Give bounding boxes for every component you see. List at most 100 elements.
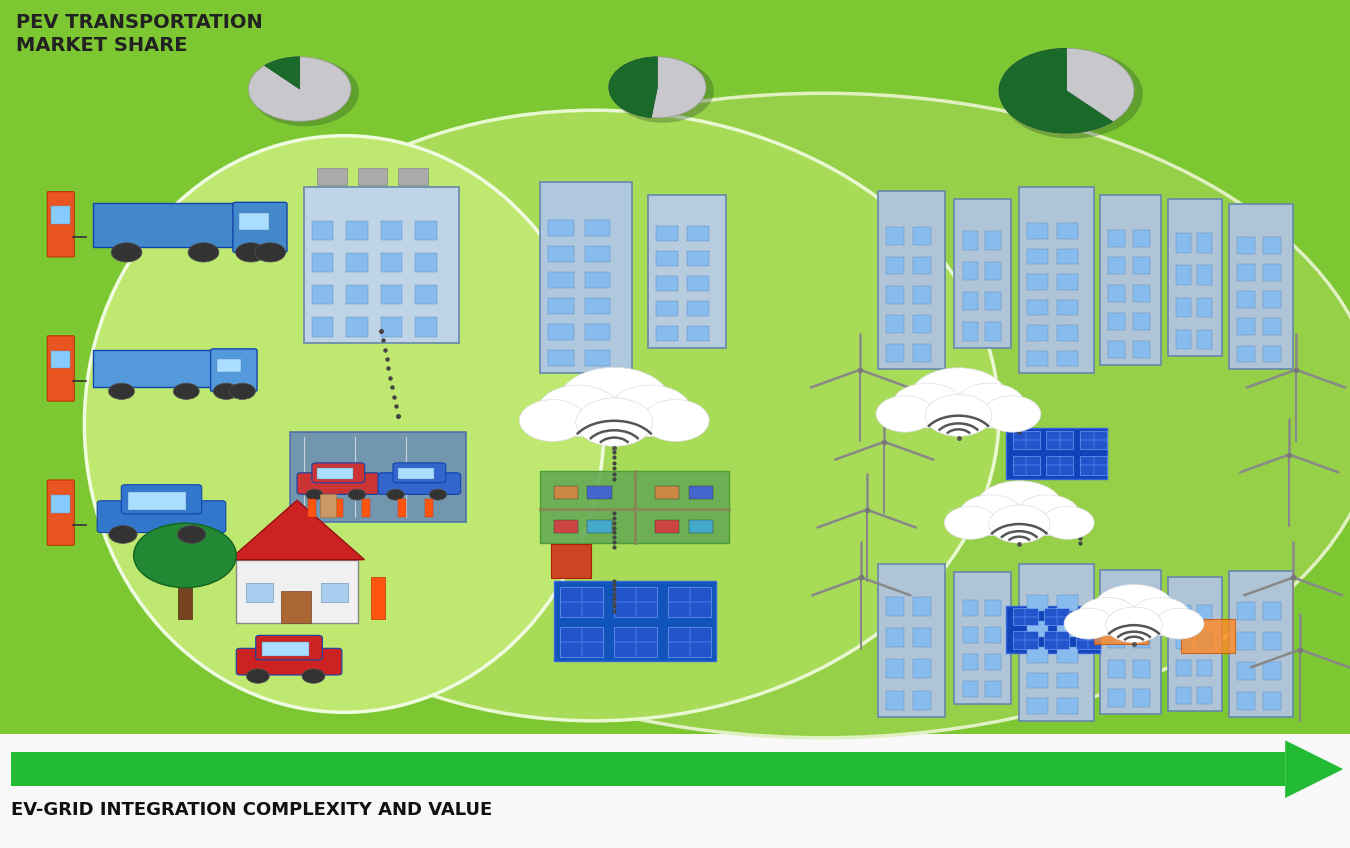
FancyBboxPatch shape [239,214,269,230]
Polygon shape [230,500,364,560]
Circle shape [188,243,219,262]
FancyBboxPatch shape [656,276,678,291]
FancyBboxPatch shape [358,168,387,185]
Circle shape [302,669,325,683]
FancyBboxPatch shape [1100,570,1161,714]
FancyBboxPatch shape [1133,313,1149,330]
FancyBboxPatch shape [425,499,433,517]
FancyBboxPatch shape [687,250,709,265]
Circle shape [958,495,1023,536]
FancyBboxPatch shape [347,253,369,272]
FancyBboxPatch shape [913,286,931,304]
FancyBboxPatch shape [656,226,678,241]
FancyBboxPatch shape [1057,351,1077,366]
FancyBboxPatch shape [614,587,657,617]
FancyBboxPatch shape [587,520,612,533]
FancyBboxPatch shape [1197,298,1212,317]
FancyBboxPatch shape [963,261,979,280]
FancyBboxPatch shape [1262,346,1281,362]
FancyBboxPatch shape [398,468,435,479]
FancyBboxPatch shape [560,628,603,657]
FancyBboxPatch shape [963,681,979,697]
Circle shape [255,243,286,262]
FancyBboxPatch shape [0,734,1350,848]
Circle shape [247,669,270,683]
FancyBboxPatch shape [688,520,713,533]
FancyBboxPatch shape [312,253,333,272]
FancyBboxPatch shape [1108,660,1125,678]
FancyBboxPatch shape [416,220,437,240]
FancyBboxPatch shape [128,492,185,510]
FancyBboxPatch shape [668,587,711,617]
Wedge shape [999,48,1112,133]
FancyBboxPatch shape [1108,689,1125,707]
Circle shape [910,368,1007,429]
Circle shape [944,506,996,539]
Circle shape [643,399,709,442]
FancyBboxPatch shape [393,463,446,483]
FancyBboxPatch shape [1262,661,1281,680]
FancyBboxPatch shape [381,220,402,240]
FancyBboxPatch shape [1108,600,1125,618]
FancyBboxPatch shape [1133,689,1149,707]
FancyBboxPatch shape [1057,300,1077,315]
FancyBboxPatch shape [1044,608,1069,626]
FancyBboxPatch shape [687,326,709,341]
FancyBboxPatch shape [1108,313,1125,330]
Circle shape [983,396,1041,432]
FancyBboxPatch shape [551,544,591,578]
Circle shape [109,526,138,544]
FancyBboxPatch shape [954,199,1011,348]
FancyBboxPatch shape [312,463,365,483]
FancyBboxPatch shape [913,628,931,647]
FancyBboxPatch shape [1262,692,1281,710]
FancyBboxPatch shape [1108,258,1125,275]
FancyBboxPatch shape [1019,564,1094,721]
FancyBboxPatch shape [614,628,657,657]
FancyBboxPatch shape [1027,326,1048,341]
FancyBboxPatch shape [47,192,74,257]
FancyBboxPatch shape [1027,351,1048,366]
FancyBboxPatch shape [913,344,931,362]
FancyBboxPatch shape [554,486,578,499]
FancyBboxPatch shape [1012,431,1040,449]
FancyBboxPatch shape [1168,577,1222,711]
FancyBboxPatch shape [548,246,574,262]
Circle shape [612,59,714,123]
FancyBboxPatch shape [1237,319,1254,335]
FancyBboxPatch shape [1237,292,1254,308]
FancyBboxPatch shape [1076,632,1100,649]
FancyBboxPatch shape [913,227,931,245]
FancyBboxPatch shape [1176,233,1191,253]
FancyBboxPatch shape [381,253,402,272]
Circle shape [988,505,1050,544]
FancyBboxPatch shape [362,499,370,517]
Circle shape [537,385,620,437]
Circle shape [520,399,586,442]
FancyBboxPatch shape [317,168,347,185]
FancyBboxPatch shape [1197,660,1212,677]
FancyBboxPatch shape [347,285,369,304]
FancyBboxPatch shape [668,628,711,657]
Circle shape [230,383,255,399]
FancyBboxPatch shape [236,560,358,623]
FancyBboxPatch shape [236,648,342,675]
FancyBboxPatch shape [986,322,1000,341]
FancyBboxPatch shape [1006,606,1100,653]
FancyBboxPatch shape [886,257,904,275]
FancyBboxPatch shape [378,473,460,494]
FancyBboxPatch shape [51,351,70,369]
FancyBboxPatch shape [1176,265,1191,285]
Circle shape [925,394,992,437]
FancyBboxPatch shape [1197,330,1212,349]
Text: PEV TRANSPORTATION
MARKET SHARE: PEV TRANSPORTATION MARKET SHARE [16,13,263,55]
FancyBboxPatch shape [548,350,574,366]
FancyBboxPatch shape [585,350,610,366]
FancyBboxPatch shape [540,182,632,373]
FancyBboxPatch shape [308,499,316,517]
FancyBboxPatch shape [548,272,574,288]
FancyBboxPatch shape [304,187,459,343]
FancyBboxPatch shape [1046,456,1073,475]
FancyBboxPatch shape [1057,699,1077,714]
FancyBboxPatch shape [0,0,1350,738]
